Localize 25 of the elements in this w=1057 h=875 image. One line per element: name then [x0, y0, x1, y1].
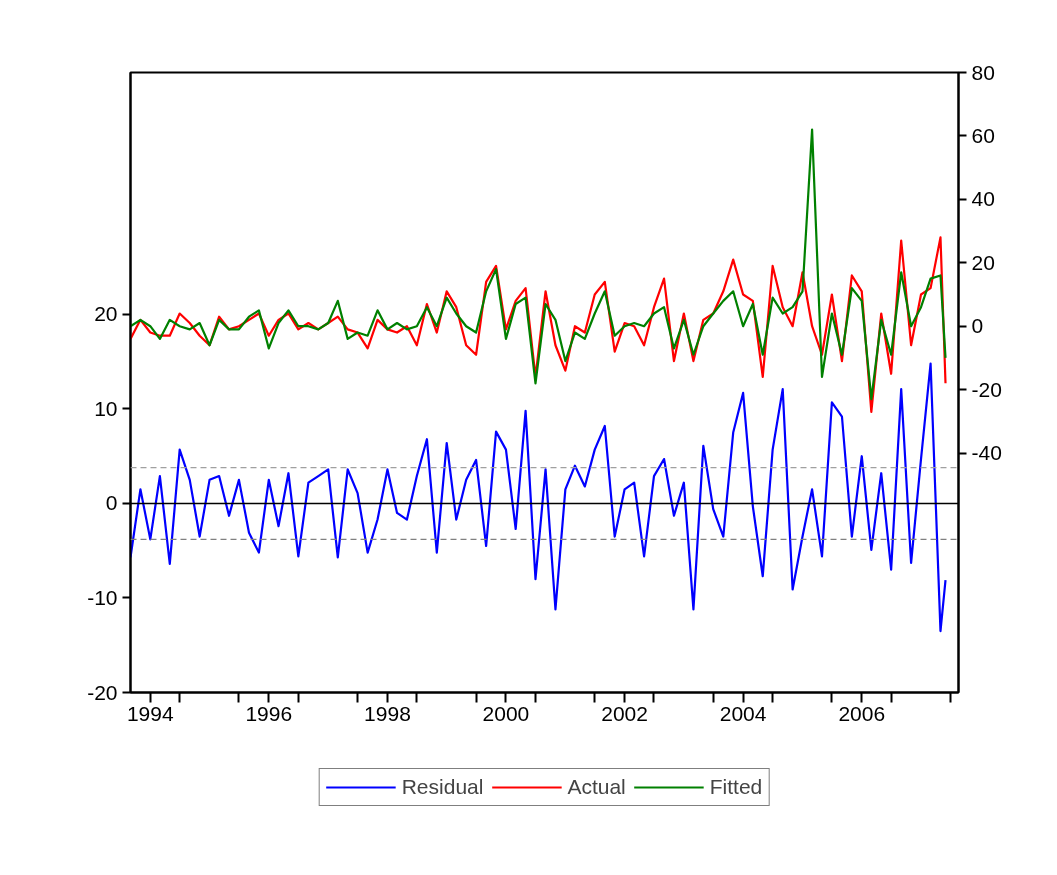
- x-tick-label: 1996: [245, 701, 293, 725]
- x-tick-label: 2004: [719, 701, 767, 725]
- y2-tick-label: 40: [971, 187, 995, 211]
- y-tick-label: 0: [105, 491, 118, 515]
- x-tick-label: 2000: [482, 701, 530, 725]
- legend-label: Actual: [567, 775, 626, 799]
- y2-tick-label: 20: [971, 250, 995, 274]
- legend-label: Residual: [401, 775, 484, 799]
- y2-tick-label: 0: [971, 314, 984, 338]
- x-tick-label: 2006: [838, 701, 886, 725]
- y-tick-label: -20: [87, 680, 118, 704]
- line-series: [130, 236, 947, 413]
- line-series: [130, 128, 947, 401]
- y2-tick-label: 60: [971, 123, 995, 147]
- y2-tick-label: -20: [971, 377, 1002, 401]
- y-tick-label: -10: [87, 585, 118, 609]
- x-tick-label: 2002: [601, 701, 648, 725]
- y2-tick-label: 80: [971, 60, 995, 84]
- line-series: [130, 362, 947, 633]
- x-tick-label: 1994: [126, 701, 174, 725]
- legend-label: Fitted: [709, 775, 763, 799]
- y-tick-label: 10: [94, 396, 118, 420]
- x-tick-label: 1998: [364, 701, 411, 725]
- y2-tick-label: -40: [971, 441, 1002, 465]
- y-tick-label: 20: [94, 302, 118, 326]
